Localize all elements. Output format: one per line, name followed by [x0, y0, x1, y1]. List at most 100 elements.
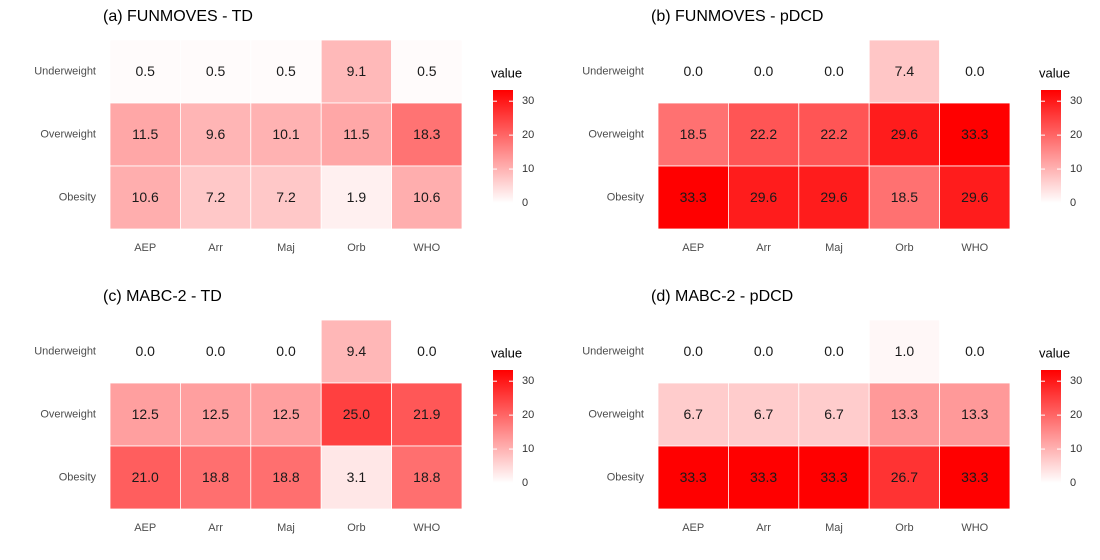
- cell-label: 6.7: [683, 406, 703, 422]
- x-tick-label: AEP: [134, 242, 156, 254]
- cell-label: 26.7: [891, 469, 918, 485]
- cell-label: 9.4: [347, 343, 367, 359]
- heatmap-cell: [868, 165, 941, 230]
- x-tick-label: Maj: [825, 242, 843, 254]
- cell-label: 18.5: [891, 189, 918, 205]
- cell-label: 33.3: [961, 126, 988, 142]
- x-tick-label: AEP: [682, 522, 704, 534]
- colorbar: [493, 90, 513, 203]
- heatmap-cell: [250, 382, 322, 447]
- heatmap-cell: [320, 445, 393, 510]
- heatmap-cell: [250, 39, 322, 104]
- cell-label: 7.4: [895, 63, 915, 79]
- colorbar-tick-label: 30: [522, 375, 534, 387]
- cell-label: 0.0: [683, 63, 703, 79]
- heatmap-cell: [179, 39, 252, 104]
- cell-label: 7.2: [206, 189, 226, 205]
- heatmap-cell: [391, 165, 463, 230]
- cell-label: 0.0: [135, 343, 155, 359]
- cell-label: 33.3: [750, 469, 777, 485]
- heatmap-cell: [391, 319, 463, 384]
- cell-label: 3.1: [347, 469, 367, 485]
- y-tick-label: Overweight: [588, 408, 644, 420]
- heatmap-cell: [868, 319, 941, 384]
- x-tick-label: WHO: [961, 522, 988, 534]
- y-tick-label: Overweight: [588, 128, 644, 140]
- cell-label: 0.0: [824, 63, 844, 79]
- y-tick-label: Obesity: [607, 471, 645, 483]
- cell-label: 0.0: [965, 63, 985, 79]
- heatmap-cell: [391, 445, 463, 510]
- colorbar-tick-label: 30: [1070, 375, 1082, 387]
- panel-title: (a) FUNMOVES - TD: [103, 8, 253, 25]
- cell-label: 10.6: [413, 189, 440, 205]
- cell-label: 0.5: [135, 63, 155, 79]
- colorbar-tick-label: 20: [1070, 409, 1082, 421]
- heatmap-cell: [798, 102, 870, 167]
- cell-label: 21.9: [413, 406, 440, 422]
- y-tick-label: Underweight: [34, 65, 96, 77]
- heatmap-cell: [939, 165, 1011, 230]
- heatmap-cell: [868, 382, 941, 447]
- colorbar-tick-label: 0: [522, 477, 528, 489]
- heatmap-cell: [109, 445, 181, 510]
- x-tick-label: Maj: [277, 242, 295, 254]
- heatmap-cell: [109, 39, 181, 104]
- cell-label: 0.5: [206, 63, 226, 79]
- heatmap-cell: [728, 165, 800, 230]
- cell-label: 25.0: [343, 406, 370, 422]
- heatmap-cell: [798, 445, 870, 510]
- cell-label: 18.8: [272, 469, 299, 485]
- cell-label: 7.2: [276, 189, 296, 205]
- colorbar: [493, 370, 513, 483]
- heatmap-cell: [179, 445, 252, 510]
- colorbar-tick-label: 20: [522, 409, 534, 421]
- heatmap-cell: [179, 165, 252, 230]
- cell-label: 29.6: [891, 126, 918, 142]
- x-tick-label: Maj: [825, 522, 843, 534]
- legend-title: value: [491, 345, 522, 360]
- cell-label: 10.6: [132, 189, 159, 205]
- x-tick-label: Orb: [895, 522, 913, 534]
- heatmap-cell: [798, 165, 870, 230]
- legend-title: value: [491, 65, 522, 80]
- cell-label: 22.2: [820, 126, 847, 142]
- x-tick-label: AEP: [134, 522, 156, 534]
- y-tick-label: Underweight: [582, 65, 644, 77]
- cell-label: 29.6: [820, 189, 847, 205]
- x-tick-label: Arr: [756, 522, 771, 534]
- cell-label: 0.0: [754, 343, 774, 359]
- heatmap-cell: [657, 319, 729, 384]
- x-tick-label: Arr: [756, 242, 771, 254]
- y-tick-label: Obesity: [607, 191, 645, 203]
- cell-label: 33.3: [820, 469, 847, 485]
- x-tick-label: Orb: [347, 242, 365, 254]
- cell-label: 0.5: [417, 63, 437, 79]
- panel-title: (d) MABC-2 - pDCD: [651, 288, 793, 305]
- heatmap-cell: [939, 102, 1011, 167]
- colorbar-tick-label: 20: [522, 129, 534, 141]
- heatmap-cell: [109, 102, 181, 167]
- y-tick-label: Underweight: [34, 345, 96, 357]
- heatmap-cell: [868, 39, 941, 104]
- colorbar-tick-label: 0: [522, 197, 528, 209]
- heatmap-cell: [798, 39, 870, 104]
- cell-label: 29.6: [961, 189, 988, 205]
- x-tick-label: AEP: [682, 242, 704, 254]
- heatmap-cell: [798, 319, 870, 384]
- colorbar: [1041, 90, 1061, 203]
- heatmap-cell: [391, 39, 463, 104]
- x-tick-label: Arr: [208, 242, 223, 254]
- y-tick-label: Obesity: [59, 471, 97, 483]
- cell-label: 18.5: [680, 126, 707, 142]
- x-tick-label: WHO: [413, 242, 440, 254]
- cell-label: 12.5: [272, 406, 299, 422]
- heatmap-cell: [939, 319, 1011, 384]
- x-tick-label: WHO: [413, 522, 440, 534]
- heatmap-cell: [320, 165, 393, 230]
- cell-label: 29.6: [750, 189, 777, 205]
- x-tick-label: Orb: [895, 242, 913, 254]
- x-tick-label: Arr: [208, 522, 223, 534]
- cell-label: 13.3: [891, 406, 918, 422]
